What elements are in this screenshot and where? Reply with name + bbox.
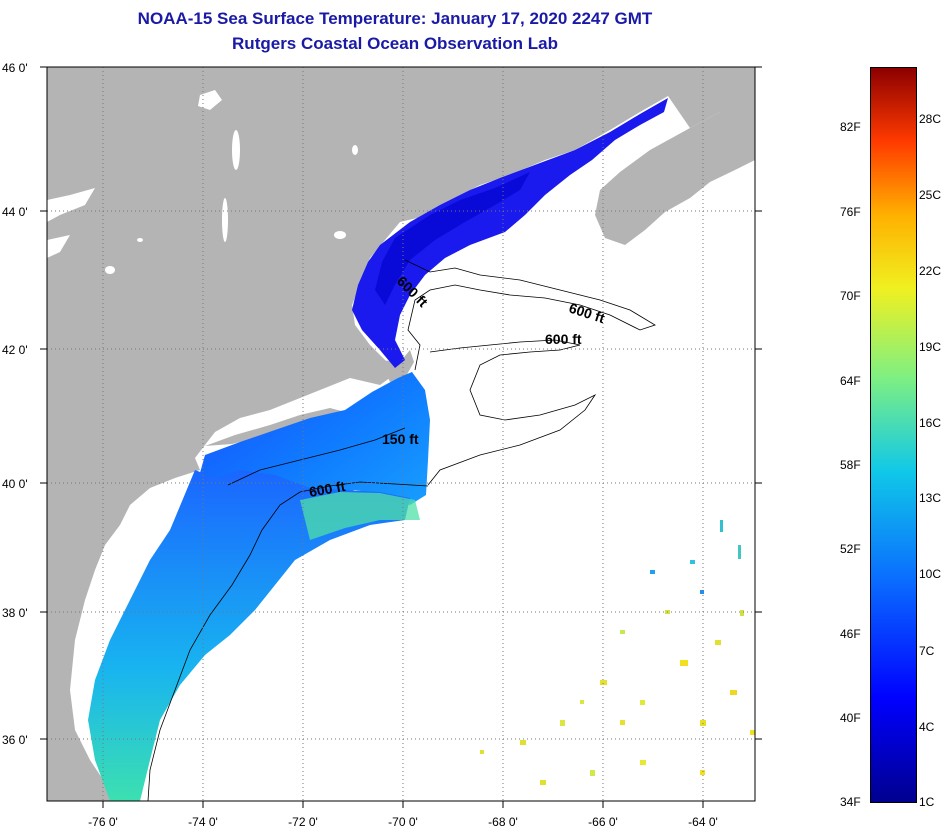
isobath-label: 600 ft bbox=[308, 478, 347, 500]
colorbar-c-label: 1C bbox=[919, 795, 935, 809]
sst-shelf-warm-edge bbox=[300, 492, 420, 540]
colorbar-f-label: 76F bbox=[840, 205, 861, 219]
colorbar-c-label: 22C bbox=[919, 264, 942, 278]
colorbar-f-label: 46F bbox=[840, 627, 861, 641]
lat-label: 38 0' bbox=[2, 606, 28, 620]
colorbar-f-label: 34F bbox=[840, 795, 861, 809]
land-mainland bbox=[47, 67, 755, 801]
colorbar-c-label: 13C bbox=[919, 491, 942, 505]
colorbar-f-label: 58F bbox=[840, 458, 861, 472]
colorbar-f-label: 40F bbox=[840, 711, 861, 725]
colorbar-c-label: 25C bbox=[919, 188, 942, 202]
map-title: NOAA-15 Sea Surface Temperature: January… bbox=[137, 9, 653, 28]
colorbar-f-label: 82F bbox=[840, 120, 861, 134]
map-frame bbox=[46, 66, 756, 802]
land-long-island bbox=[205, 408, 345, 446]
colorbar-c-label: 4C bbox=[919, 720, 935, 734]
lat-label: 46 0' bbox=[2, 61, 28, 75]
land-nova-scotia bbox=[595, 112, 755, 245]
lat-label: 36 0' bbox=[2, 733, 28, 747]
axis-ticks bbox=[40, 66, 762, 808]
colorbar-f-label: 52F bbox=[840, 542, 861, 556]
colorbar-c-label: 16C bbox=[919, 416, 942, 430]
lon-label: -68 0' bbox=[488, 815, 518, 829]
isobath-label: 600 ft bbox=[545, 331, 582, 347]
lon-label: -70 0' bbox=[388, 815, 418, 829]
lat-label: 40 0' bbox=[2, 477, 28, 491]
temperature-colorbar bbox=[870, 67, 917, 803]
colorbar-f-label: 64F bbox=[840, 374, 861, 388]
isobath-label: 150 ft bbox=[382, 431, 419, 447]
map-subtitle: Rutgers Coastal Ocean Observation Lab bbox=[232, 34, 558, 53]
colorbar-f-label: 70F bbox=[840, 289, 861, 303]
lon-label: -74 0' bbox=[188, 815, 218, 829]
sst-offshore-patches bbox=[480, 520, 755, 785]
sst-shelf-south bbox=[88, 470, 410, 801]
lon-label: -72 0' bbox=[288, 815, 318, 829]
colorbar-c-label: 19C bbox=[919, 340, 942, 354]
lon-label: -66 0' bbox=[588, 815, 618, 829]
lon-label: -64 0' bbox=[688, 815, 718, 829]
lat-label: 42 0' bbox=[2, 343, 28, 357]
colorbar-c-label: 7C bbox=[919, 644, 935, 658]
colorbar-c-label: 28C bbox=[919, 112, 942, 126]
lon-label: -76 0' bbox=[88, 815, 118, 829]
colorbar-c-label: 10C bbox=[919, 567, 942, 581]
isobath-contours bbox=[147, 259, 656, 801]
sst-gulf-of-maine-inner bbox=[375, 172, 530, 305]
lat-label: 44 0' bbox=[2, 205, 28, 219]
